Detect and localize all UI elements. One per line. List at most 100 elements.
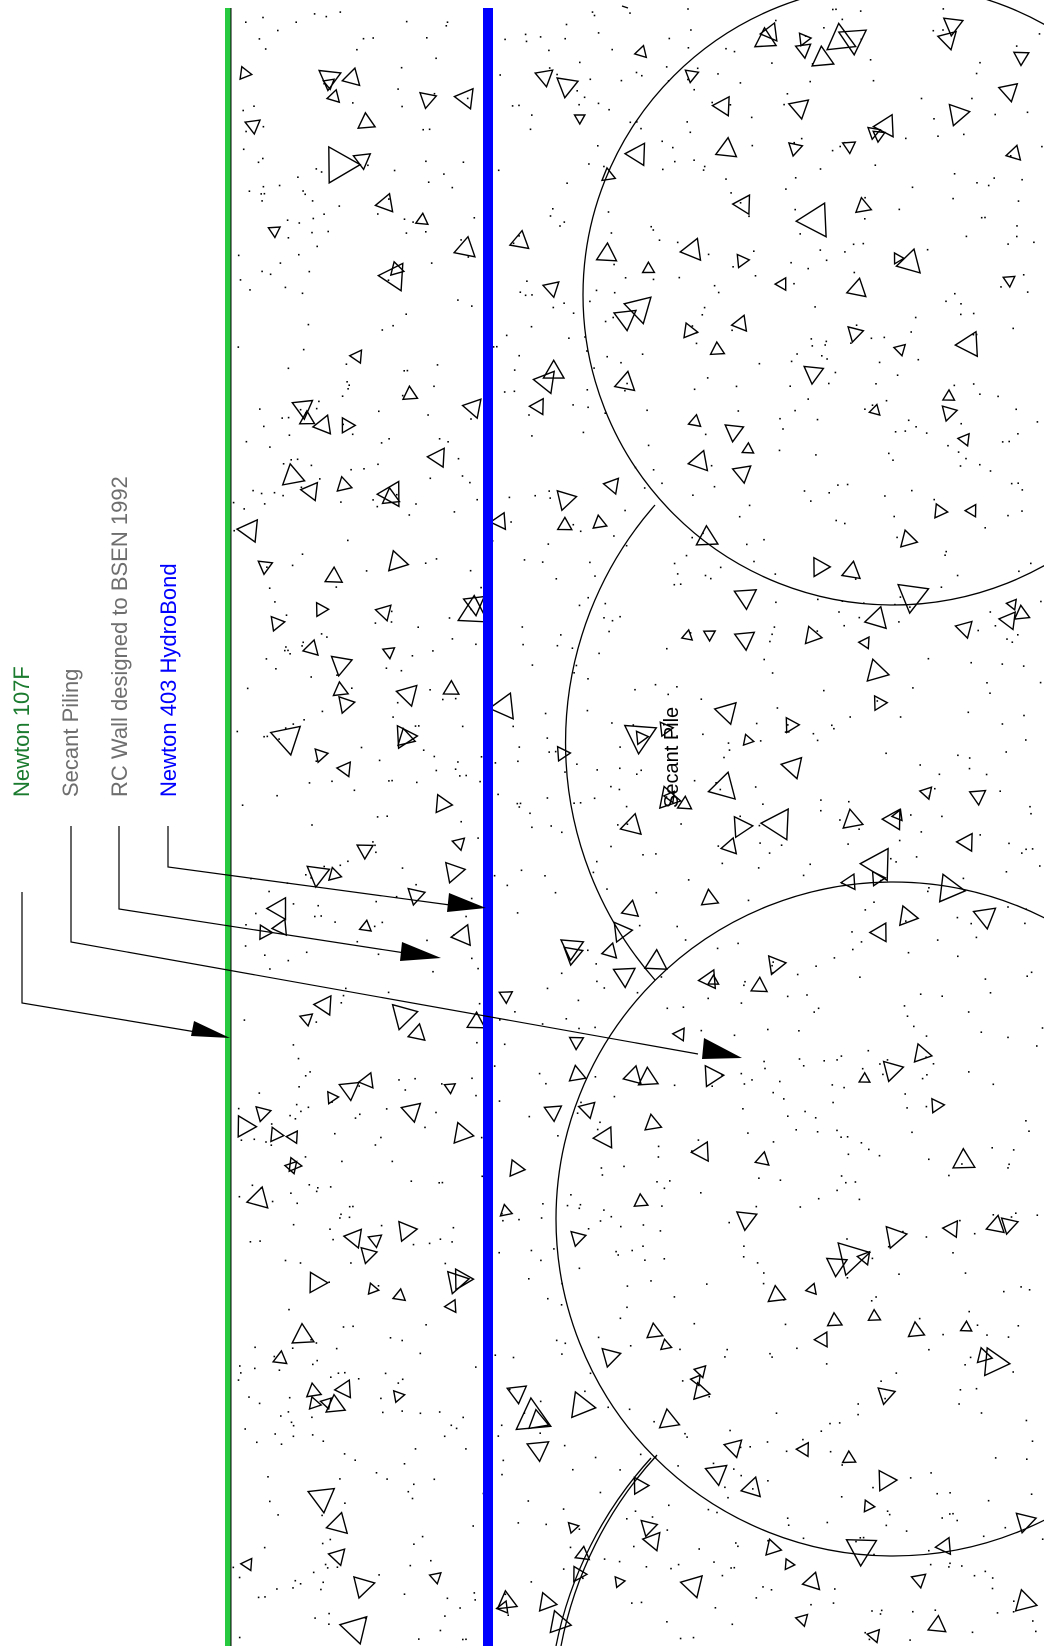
- stipple-dot: [947, 444, 949, 447]
- stipple-dot: [763, 538, 765, 541]
- stipple-dot: [814, 306, 816, 308]
- stipple-dot: [262, 157, 264, 160]
- stipple-dot: [713, 485, 716, 488]
- aggregate-triangle: [826, 1311, 844, 1327]
- stipple-dot: [1025, 739, 1027, 741]
- stipple-dot: [853, 271, 856, 274]
- stipple-dot: [248, 190, 251, 192]
- stipple-dot: [339, 11, 342, 13]
- stipple-dot: [345, 363, 348, 365]
- aggregate-triangle: [633, 1192, 650, 1207]
- stipple-dot: [426, 939, 428, 942]
- stipple-dot: [890, 857, 892, 860]
- stipple-dot: [706, 1283, 708, 1285]
- stipple-dot: [873, 901, 875, 903]
- aggregate-triangle: [567, 1521, 581, 1535]
- stipple-dot: [473, 217, 476, 219]
- stipple-dot: [595, 963, 597, 965]
- stipple-dot: [285, 614, 288, 616]
- stipple-dot: [934, 787, 936, 790]
- stipple-dot: [560, 972, 563, 975]
- stipple-dot: [667, 693, 669, 696]
- stipple-dot: [697, 1139, 700, 1141]
- stipple-dot: [665, 66, 668, 68]
- aggregate-triangle: [311, 413, 332, 435]
- stipple-dot: [719, 566, 722, 569]
- stipple-dot: [315, 407, 318, 410]
- stipple-dot: [771, 62, 773, 64]
- aggregate-triangle: [515, 1396, 553, 1431]
- stipple-dot: [937, 135, 939, 137]
- stipple-dot: [762, 803, 764, 805]
- stipple-dot: [578, 604, 581, 607]
- stipple-dot: [802, 1065, 805, 1067]
- stipple-dot: [476, 1041, 478, 1044]
- stipple-dot: [655, 891, 658, 894]
- stipple-dot: [994, 113, 996, 116]
- stipple-dot: [477, 837, 479, 839]
- stipple-dot: [236, 730, 239, 733]
- stipple-dot: [769, 1352, 771, 1355]
- stipple-dot: [927, 657, 930, 660]
- stipple-dot: [669, 1180, 671, 1182]
- aggregate-triangle: [659, 1337, 673, 1351]
- aggregate-triangle: [392, 1389, 407, 1404]
- stipple-dot: [287, 237, 290, 239]
- stipple-dot: [1041, 145, 1043, 148]
- stipple-dot: [425, 160, 427, 163]
- aggregate-triangle: [724, 424, 745, 444]
- stipple-dot: [733, 50, 736, 53]
- stipple-dot: [854, 1181, 857, 1183]
- stipple-dot: [593, 14, 596, 17]
- aggregate-triangle: [1015, 1512, 1038, 1535]
- stipple-dot: [523, 559, 526, 561]
- stipple-dot: [606, 888, 608, 890]
- stipple-dot: [480, 756, 483, 758]
- stipple-dot: [518, 235, 520, 237]
- stipple-dot: [825, 259, 828, 262]
- stipple-dot: [284, 286, 287, 289]
- stipple-dot: [339, 1478, 341, 1480]
- stipple-dot: [298, 1086, 300, 1088]
- stipple-dot: [934, 1609, 937, 1611]
- stipple-dot: [949, 1513, 951, 1515]
- stipple-dot: [796, 973, 799, 976]
- aggregate-triangle: [895, 247, 922, 274]
- stipple-dot: [832, 1602, 835, 1604]
- stipple-dot: [422, 128, 424, 131]
- stipple-dot: [864, 909, 867, 911]
- stipple-dot: [817, 598, 819, 601]
- stipple-dot: [587, 406, 589, 409]
- stipple-dot: [278, 738, 280, 740]
- stipple-dot: [548, 67, 551, 69]
- stipple-dot: [340, 1002, 343, 1004]
- stipple-dot: [624, 277, 627, 279]
- stipple-dot: [618, 788, 621, 791]
- stipple-dot: [836, 1129, 838, 1132]
- stipple-dot: [414, 1448, 417, 1450]
- stipple-dot: [979, 61, 981, 64]
- aggregate-triangle: [291, 399, 314, 421]
- stipple-dot: [713, 284, 716, 287]
- stipple-dot: [905, 1530, 908, 1532]
- stipple-dot: [261, 200, 263, 202]
- stipple-dot: [944, 554, 946, 556]
- aggregate-triangle: [804, 625, 824, 645]
- aggregate-triangle: [243, 119, 262, 136]
- aggregate-triangle: [401, 384, 419, 401]
- aggregate-triangle: [449, 923, 472, 947]
- aggregate-triangle: [358, 918, 373, 932]
- stipple-dot: [1031, 848, 1034, 850]
- stipple-dot: [796, 353, 798, 355]
- stipple-dot: [531, 826, 533, 829]
- stipple-dot: [991, 1587, 994, 1590]
- stipple-dot: [692, 1636, 695, 1639]
- stipple-dot: [873, 1553, 875, 1556]
- stipple-dot: [292, 1424, 295, 1427]
- aggregate-triangle: [837, 29, 868, 57]
- aggregate-triangle: [414, 211, 430, 226]
- stipple-dot: [710, 577, 712, 580]
- stipple-dot: [883, 336, 886, 339]
- stipple-dot: [750, 116, 753, 119]
- stipple-dot: [586, 389, 589, 391]
